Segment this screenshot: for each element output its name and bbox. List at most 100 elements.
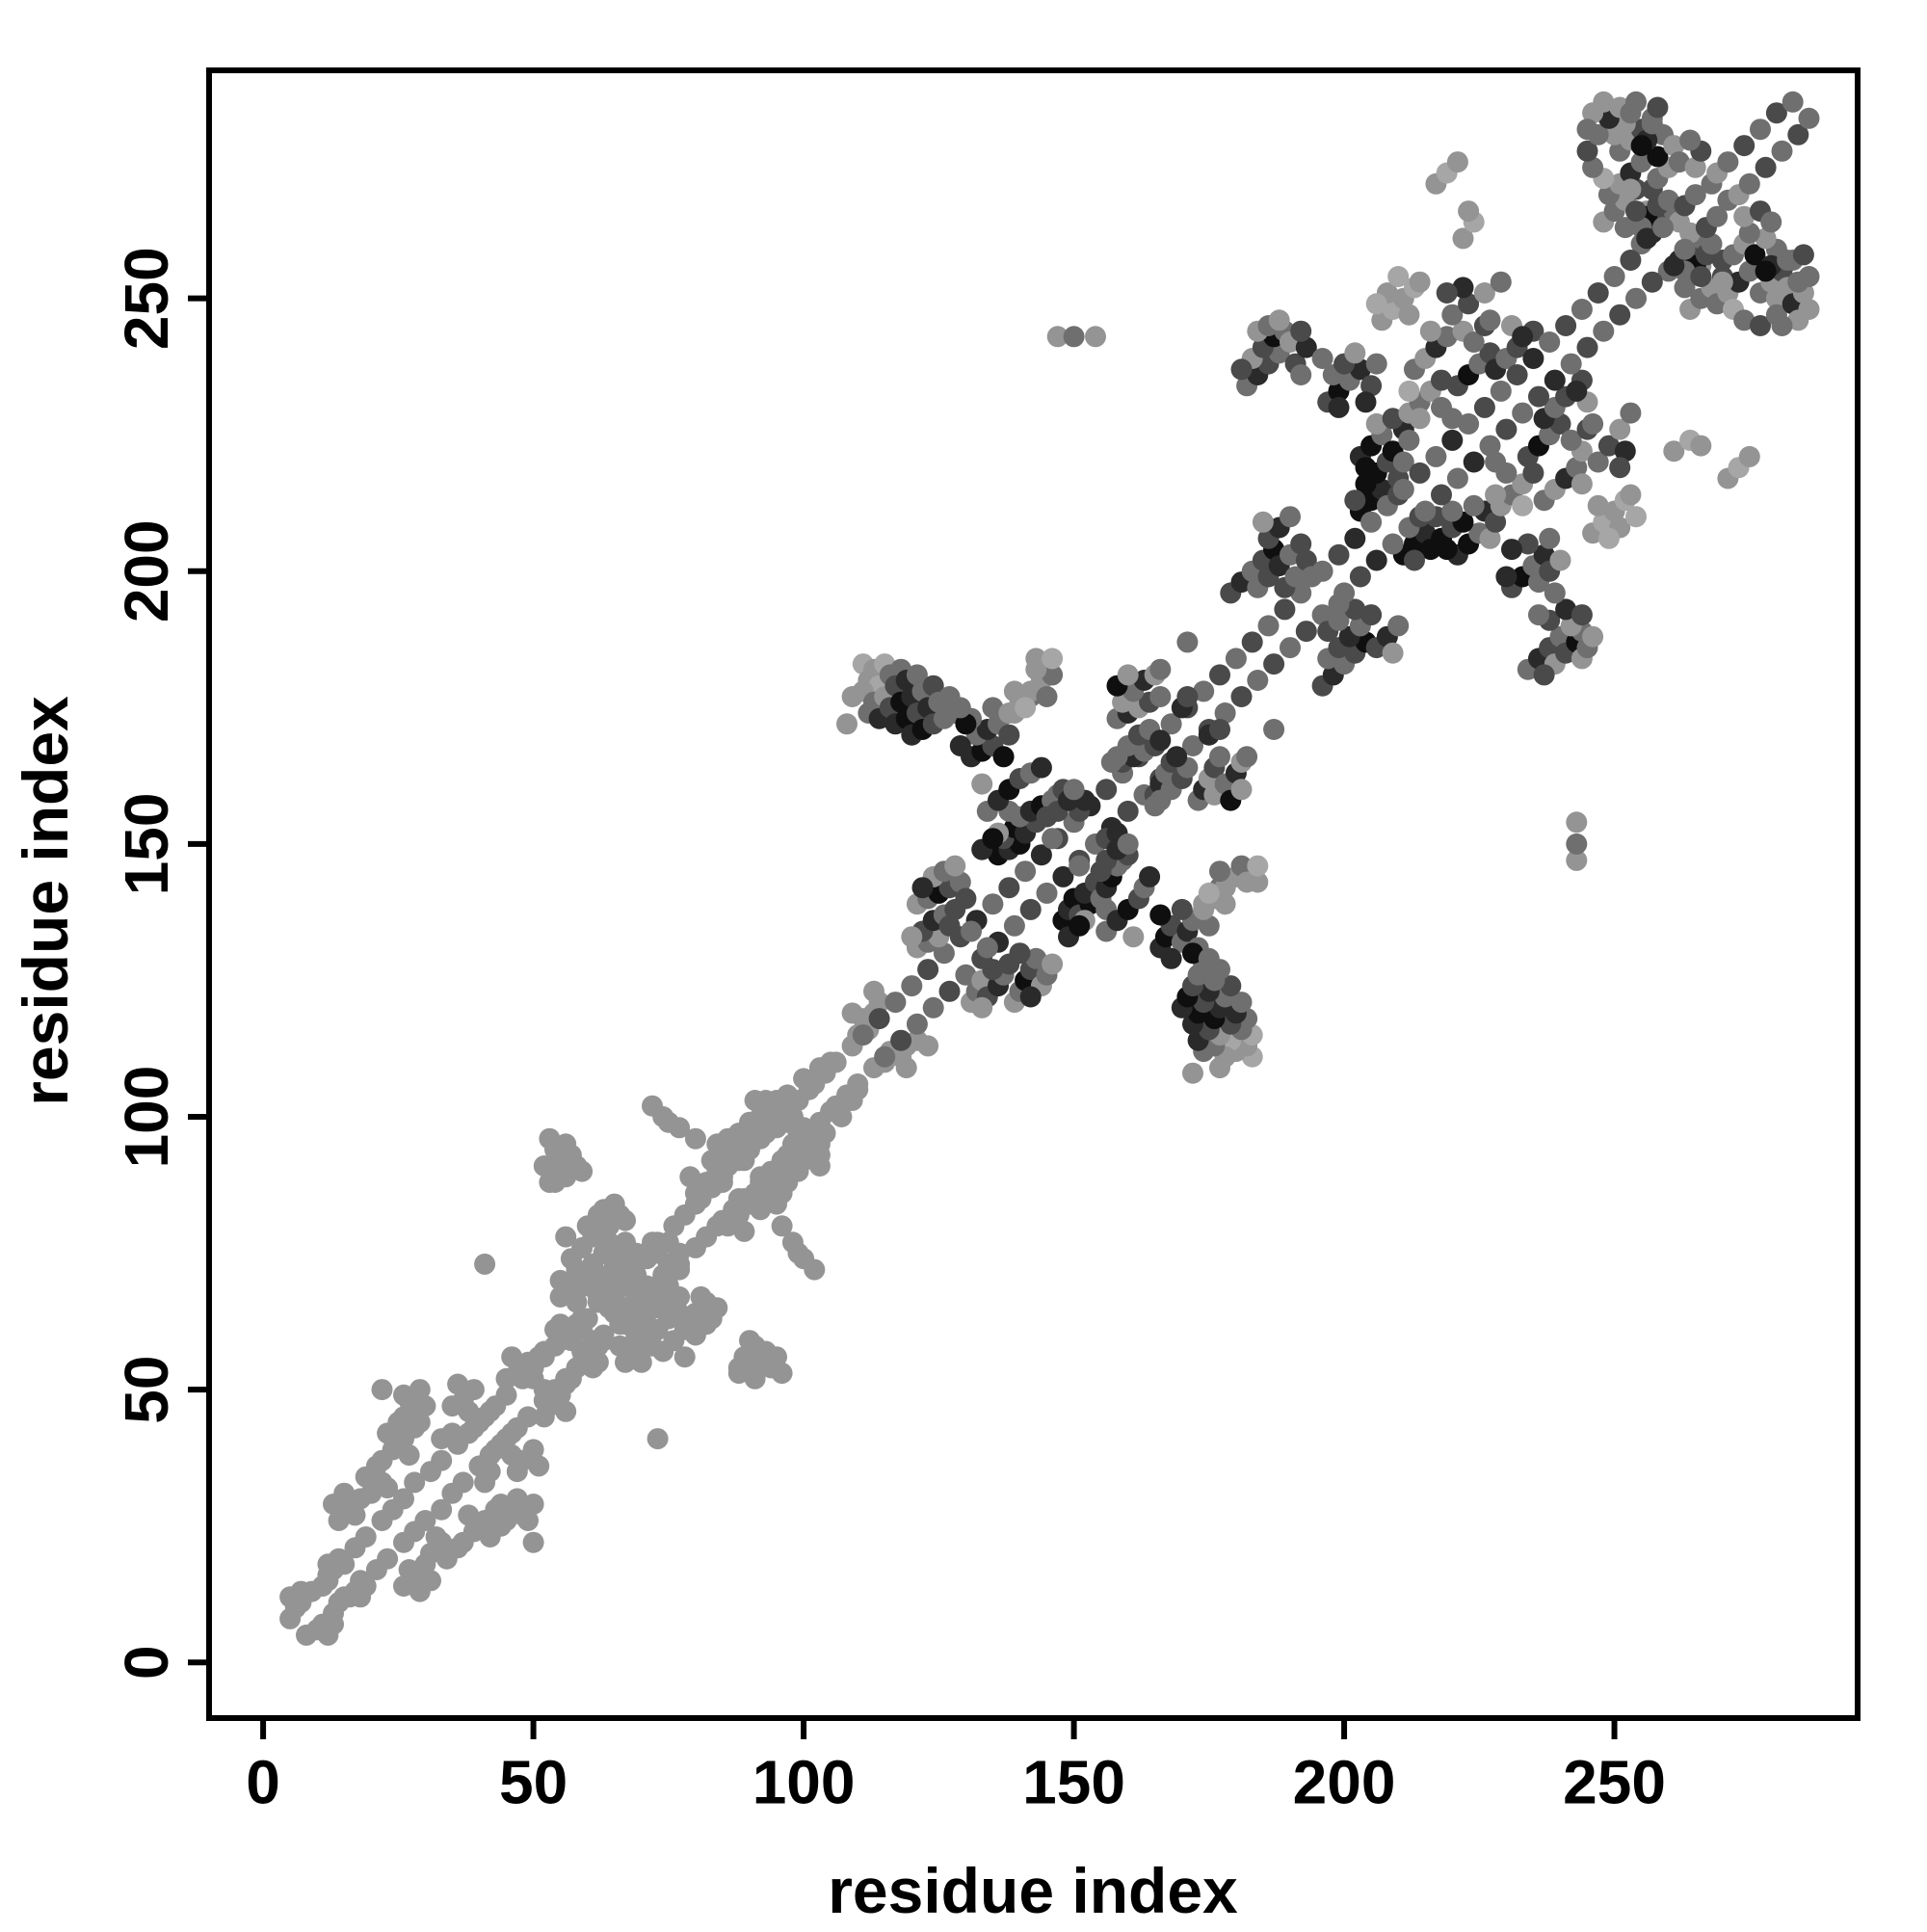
scatter-point	[512, 1357, 534, 1379]
scatter-point	[1280, 637, 1301, 659]
scatter-point	[1533, 664, 1555, 686]
scatter-point	[1463, 451, 1485, 473]
scatter-point	[841, 686, 863, 707]
scatter-point	[706, 1297, 728, 1319]
scatter-point	[404, 1471, 426, 1494]
scatter-point	[1560, 429, 1582, 451]
scatter-point	[1738, 222, 1760, 244]
scatter-point	[1349, 566, 1371, 588]
scatter-point	[593, 1324, 615, 1346]
scatter-point	[1706, 205, 1729, 227]
scatter-point	[1149, 904, 1172, 926]
scatter-point	[1063, 326, 1085, 348]
scatter-point	[874, 1045, 896, 1068]
y-axis-ticks: 0 50 100 150 200 250	[112, 247, 209, 1680]
scatter-point	[1290, 533, 1312, 555]
scatter-point	[1446, 151, 1468, 173]
scatter-point	[1744, 244, 1766, 266]
scatter-point	[1620, 402, 1642, 424]
scatter-point	[642, 1231, 663, 1254]
scatter-point	[1230, 686, 1253, 707]
scatter-point	[522, 1531, 544, 1553]
scatter-point	[1387, 266, 1410, 287]
scatter-point	[1295, 549, 1317, 571]
scatter-point	[1042, 828, 1064, 850]
scatter-point	[1733, 309, 1755, 331]
scatter-point	[371, 1379, 393, 1401]
scatter-point	[566, 1258, 588, 1281]
scatter-point	[1625, 200, 1647, 223]
scatter-point	[1549, 549, 1571, 571]
scatter-point	[1311, 348, 1333, 369]
scatter-point	[1458, 200, 1480, 223]
scatter-point	[1360, 604, 1383, 626]
scatter-point	[290, 1580, 312, 1602]
scatter-point	[1771, 140, 1793, 162]
scatter-point	[1003, 680, 1025, 702]
scatter-point	[501, 1422, 523, 1444]
scatter-point	[739, 1330, 760, 1352]
scatter-point	[1360, 511, 1383, 533]
scatter-point	[1587, 451, 1609, 473]
scatter-point	[1620, 178, 1642, 200]
scatter-point	[1171, 898, 1193, 920]
scatter-point	[1630, 151, 1652, 173]
scatter-point	[684, 1127, 706, 1150]
scatter-point	[1046, 326, 1069, 348]
scatter-point	[739, 1351, 760, 1373]
scatter-point	[1798, 266, 1820, 287]
scatter-point	[1409, 271, 1431, 293]
scatter-point	[1280, 506, 1301, 528]
scatter-point	[479, 1400, 501, 1422]
scatter-point	[890, 1045, 912, 1068]
scatter-point	[1620, 484, 1642, 506]
scatter-point	[1042, 953, 1064, 975]
scatter-point	[1209, 860, 1230, 883]
scatter-point	[489, 1515, 512, 1537]
scatter-point	[479, 1461, 501, 1483]
scatter-point	[1701, 233, 1723, 255]
scatter-point	[377, 1477, 399, 1499]
scatter-point	[636, 1275, 658, 1297]
scatter-point	[1398, 380, 1420, 402]
scatter-point	[706, 1133, 728, 1155]
scatter-point	[884, 992, 907, 1014]
scatter-point	[982, 697, 1004, 719]
scatter-point	[1555, 598, 1577, 621]
scatter-point	[1485, 484, 1507, 506]
scatter-point	[447, 1373, 469, 1395]
scatter-point	[1220, 975, 1242, 997]
scatter-point	[1414, 522, 1437, 544]
scatter-point	[462, 1379, 485, 1401]
scatter-point	[1485, 511, 1507, 533]
scatter-point	[1009, 942, 1031, 965]
scatter-point	[1490, 271, 1512, 293]
scatter-point	[1392, 451, 1414, 473]
scatter-point	[906, 664, 928, 686]
scatter-point	[1544, 369, 1566, 391]
scatter-point	[1603, 266, 1625, 287]
scatter-point	[1063, 779, 1085, 801]
scatter-point	[474, 1253, 496, 1275]
plot-box	[206, 67, 1861, 1721]
scatter-point	[1409, 408, 1431, 430]
scatter-point	[1609, 304, 1631, 326]
scatter-point	[938, 914, 961, 937]
scatter-point	[1587, 494, 1609, 516]
scatter-point	[328, 1592, 350, 1613]
scatter-point	[1414, 500, 1437, 522]
scatter-point	[1441, 304, 1464, 326]
scatter-point	[1506, 364, 1528, 385]
scatter-point	[1387, 615, 1410, 637]
scatter-point	[1522, 348, 1544, 369]
scatter-point	[1176, 686, 1199, 707]
scatter-point	[1782, 91, 1804, 113]
scatter-point	[323, 1613, 344, 1635]
scatter-point	[1149, 658, 1172, 680]
scatter-point	[1160, 713, 1182, 735]
scatter-point	[766, 1193, 787, 1215]
scatter-point	[398, 1559, 420, 1580]
scatter-point	[344, 1504, 366, 1526]
scatter-point	[1198, 882, 1220, 904]
